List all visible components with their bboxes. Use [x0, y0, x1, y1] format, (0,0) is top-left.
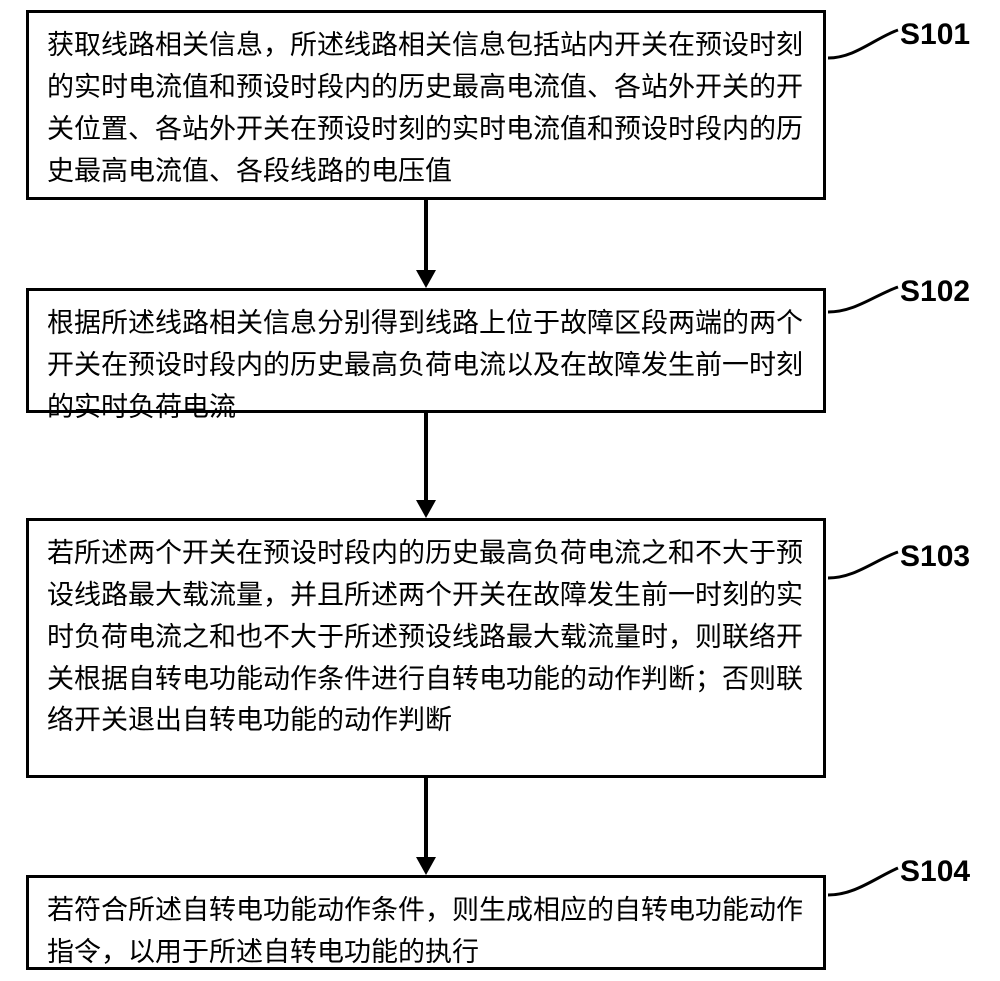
leader-path — [828, 868, 898, 895]
leader-s104 — [0, 0, 1000, 981]
flowchart-canvas: 获取线路相关信息，所述线路相关信息包括站内开关在预设时刻的实时电流值和预设时段内… — [0, 0, 1000, 981]
